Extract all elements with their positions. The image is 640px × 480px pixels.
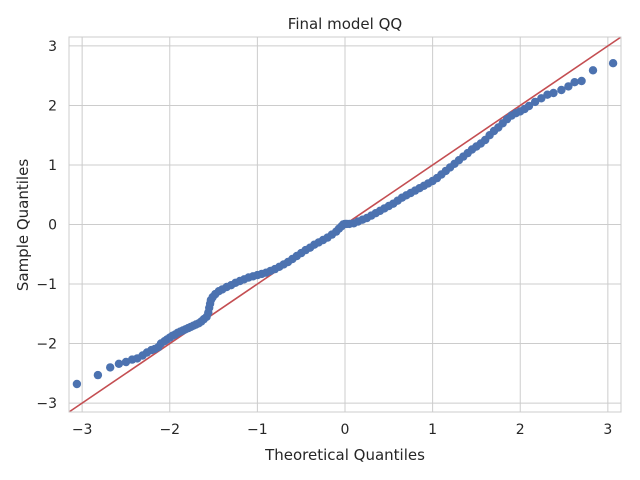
- data-point: [557, 85, 566, 95]
- plot-frame: [68, 36, 622, 413]
- y-axis-label: Sample Quantiles: [14, 159, 32, 291]
- chart-title: Final model QQ: [288, 15, 402, 33]
- data-point: [570, 78, 579, 87]
- data-point: [588, 66, 598, 75]
- x-tick-label: 1: [428, 422, 437, 438]
- data-point: [72, 379, 82, 389]
- data-point: [537, 94, 546, 103]
- y-tick-label: 0: [48, 218, 57, 234]
- y-tick-label: 1: [48, 158, 57, 174]
- x-tick-label: −3: [72, 422, 93, 438]
- data-points: [72, 59, 618, 389]
- x-tick-label: 0: [341, 422, 350, 438]
- y-tick-label: 3: [48, 39, 57, 55]
- x-tick-label: −2: [159, 422, 180, 438]
- data-point: [524, 101, 534, 111]
- data-point: [93, 370, 103, 380]
- data-point: [549, 88, 558, 98]
- x-tick-label: 3: [603, 422, 612, 438]
- x-tick-label: 2: [516, 422, 525, 438]
- y-tick-label: −2: [36, 337, 57, 353]
- data-point: [608, 59, 618, 68]
- x-tick-label: −1: [247, 422, 268, 438]
- x-tick-labels: −3 −2 −1 0 1 2 3: [72, 422, 612, 438]
- data-point: [530, 97, 540, 107]
- data-point: [577, 76, 586, 86]
- y-tick-label: −1: [36, 277, 57, 293]
- data-point: [106, 363, 115, 372]
- y-tick-labels: −3 −2 −1 0 1 2 3: [36, 39, 57, 412]
- data-point: [114, 359, 124, 368]
- y-tick-label: 2: [48, 98, 57, 114]
- data-point: [564, 82, 573, 91]
- y-tick-label: −3: [36, 396, 57, 412]
- x-axis-label: Theoretical Quantiles: [264, 446, 425, 464]
